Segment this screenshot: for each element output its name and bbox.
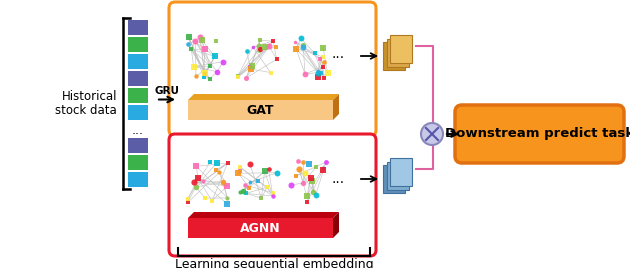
Polygon shape: [333, 94, 339, 120]
FancyBboxPatch shape: [455, 105, 624, 163]
Bar: [128, 37, 148, 52]
Text: AGNN: AGNN: [240, 221, 281, 234]
Bar: [128, 105, 148, 120]
Polygon shape: [188, 94, 339, 100]
Bar: [128, 172, 148, 187]
Bar: [188, 100, 333, 120]
FancyBboxPatch shape: [169, 2, 376, 136]
Bar: [390, 35, 412, 63]
Polygon shape: [188, 212, 339, 218]
Text: ···: ···: [331, 176, 345, 190]
FancyBboxPatch shape: [169, 134, 376, 256]
Text: ···: ···: [331, 51, 345, 65]
Bar: [188, 218, 333, 238]
Circle shape: [421, 123, 443, 145]
Bar: [128, 20, 148, 35]
Bar: [386, 39, 408, 66]
Bar: [390, 158, 412, 186]
Text: ...: ...: [132, 124, 144, 137]
Polygon shape: [333, 212, 339, 238]
Bar: [128, 88, 148, 103]
Bar: [128, 138, 148, 153]
Bar: [128, 71, 148, 86]
Bar: [383, 165, 405, 193]
Text: Downstream predict task: Downstream predict task: [445, 128, 630, 140]
Bar: [383, 42, 405, 70]
Text: Historical
stock data: Historical stock data: [55, 90, 117, 117]
Bar: [128, 155, 148, 170]
Bar: [128, 54, 148, 69]
Text: Learning sequential embedding: Learning sequential embedding: [175, 258, 374, 268]
Text: GRU: GRU: [154, 87, 180, 96]
Bar: [386, 162, 408, 189]
Text: GAT: GAT: [247, 103, 274, 117]
